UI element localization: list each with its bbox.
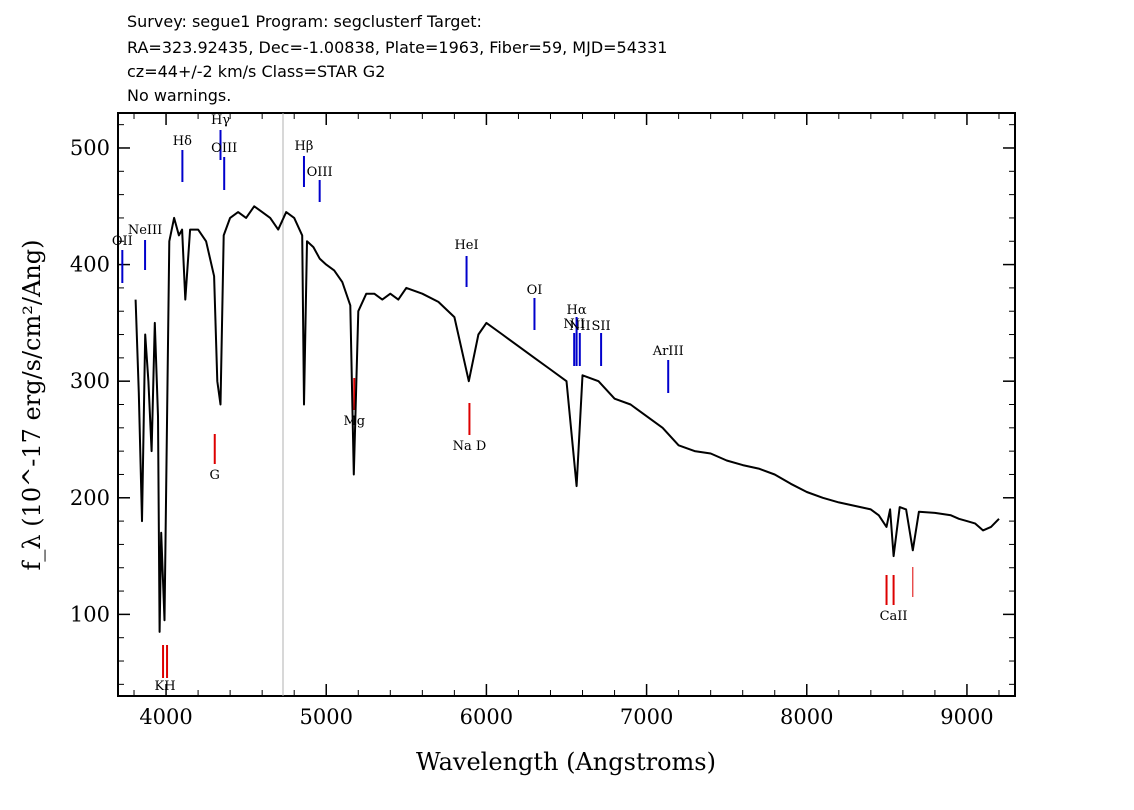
spectral-line-label: G xyxy=(210,468,220,483)
spectral-line-label: OI xyxy=(527,283,543,298)
spectral-line-label: Hδ xyxy=(173,134,192,149)
x-axis-title: Wavelength (Angstroms) xyxy=(416,748,716,776)
spectral-line-label: Hγ xyxy=(211,113,230,128)
spectral-line-label: HeI xyxy=(454,238,478,253)
x-tick-label: 9000 xyxy=(940,705,993,729)
spectral-line-label: NII xyxy=(563,317,585,332)
x-tick-label: 5000 xyxy=(300,705,353,729)
spectral-line-label: Na D xyxy=(453,439,487,454)
x-tick-label: 4000 xyxy=(139,705,192,729)
y-tick-label: 500 xyxy=(70,136,110,160)
spectral-line-label: NII xyxy=(569,319,591,334)
spectral-line-label: OIII xyxy=(307,165,333,180)
spectral-line-label: Hα xyxy=(567,303,587,318)
flux-series xyxy=(134,205,1000,633)
spectral-line-label: ArIII xyxy=(652,344,684,359)
header-line-warnings: No warnings. xyxy=(127,86,232,105)
spectral-line-label: OII xyxy=(112,234,133,249)
x-tick-label: 7000 xyxy=(620,705,673,729)
x-tick-label: 6000 xyxy=(460,705,513,729)
spectral-line-label: Hβ xyxy=(295,139,314,154)
header-line-survey: Survey: segue1 Program: segclusterf Targ… xyxy=(127,12,482,31)
x-tick-label: 8000 xyxy=(780,705,833,729)
spectral-line-label: CaII xyxy=(880,609,908,624)
y-axis-title: f_λ (10^-17 erg/s/cm²/Ang) xyxy=(18,240,46,571)
header-line-coordinates: RA=323.92435, Dec=-1.00838, Plate=1963, … xyxy=(127,38,668,57)
spectral-line-label: NeIII xyxy=(128,223,162,238)
y-tick-label: 300 xyxy=(70,369,110,393)
y-tick-label: 200 xyxy=(70,486,110,510)
spectral-line-label: KH xyxy=(155,679,176,694)
spectral-line-label: OIII xyxy=(211,141,237,156)
header-line-class: cz=44+/-2 km/s Class=STAR G2 xyxy=(127,62,386,81)
y-tick-label: 100 xyxy=(70,602,110,626)
spectral-line-label: SII xyxy=(592,319,611,334)
y-tick-label: 400 xyxy=(70,253,110,277)
